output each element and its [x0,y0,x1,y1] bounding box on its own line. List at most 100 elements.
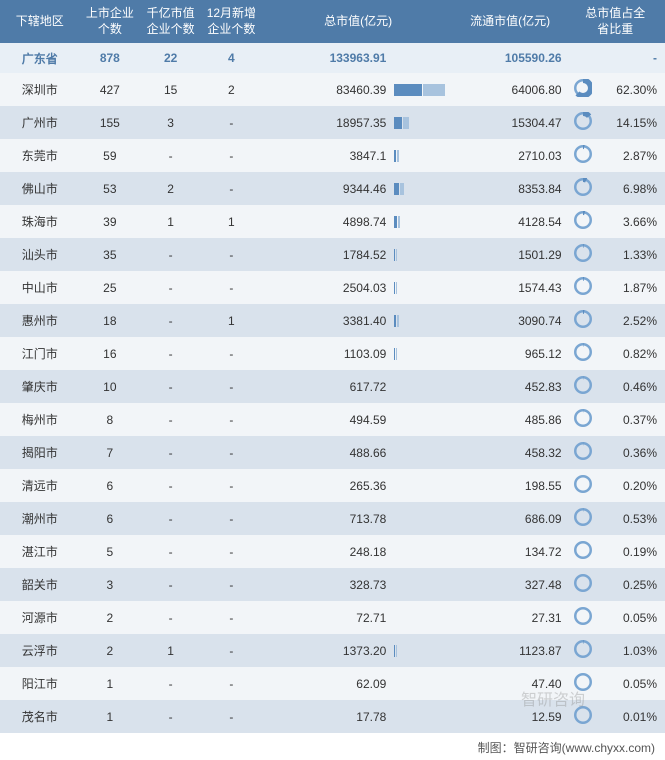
cell-region: 惠州市 [0,304,79,337]
cell-total: 248.18 [262,535,391,568]
donut-icon [574,376,592,394]
cell-pct: 14.15% [601,106,665,139]
summary-row: 广东省 878 22 4 133963.91 105590.26 - [0,43,665,73]
cell-region: 梅州市 [0,403,79,436]
cell-region: 东莞市 [0,139,79,172]
donut-icon [574,475,592,493]
cell-thousand: 1 [140,634,201,667]
cell-listed: 155 [79,106,140,139]
donut-icon [574,640,592,658]
cell-total: 18957.35 [262,106,391,139]
cell-donut [566,238,601,271]
cell-circ: 47.40 [455,667,566,700]
bar-total [394,249,395,261]
cell-donut [566,535,601,568]
bar-total [394,645,395,657]
bar-pair [394,710,450,724]
cell-listed: 8 [79,403,140,436]
summary-circ: 105590.26 [455,43,566,73]
cell-bar [390,337,454,370]
table-row: 云浮市21-1373.201123.871.03% [0,634,665,667]
cell-newadd: 2 [201,73,262,106]
header-newadd: 12月新增企业个数 [201,0,262,43]
bar-pair [394,446,450,460]
cell-total: 488.66 [262,436,391,469]
cell-pct: 1.87% [601,271,665,304]
donut-icon [574,574,592,592]
summary-bar-empty [390,43,454,73]
table-row: 佛山市532-9344.468353.846.98% [0,172,665,205]
cell-newadd: - [201,634,262,667]
cell-donut [566,73,601,106]
cell-newadd: - [201,469,262,502]
bar-total [394,84,422,96]
cell-thousand: 3 [140,106,201,139]
cell-circ: 64006.80 [455,73,566,106]
bar-total [394,150,396,162]
cell-newadd: - [201,370,262,403]
bar-pair [394,413,450,427]
cell-listed: 6 [79,469,140,502]
donut-icon [574,508,592,526]
cell-newadd: - [201,601,262,634]
cell-thousand: 1 [140,205,201,238]
summary-region: 广东省 [0,43,79,73]
cell-donut [566,304,601,337]
cell-donut [566,403,601,436]
cell-circ: 965.12 [455,337,566,370]
cell-pct: 0.37% [601,403,665,436]
table-row: 汕头市35--1784.521501.291.33% [0,238,665,271]
cell-newadd: - [201,139,262,172]
bar-circ [400,183,404,195]
cell-thousand: - [140,271,201,304]
cell-circ: 4128.54 [455,205,566,238]
cell-listed: 10 [79,370,140,403]
donut-icon [574,79,592,97]
table-row: 韶关市3--328.73327.480.25% [0,568,665,601]
cell-listed: 427 [79,73,140,106]
bar-pair [394,611,450,625]
table-row: 揭阳市7--488.66458.320.36% [0,436,665,469]
bar-circ [397,150,399,162]
cell-listed: 39 [79,205,140,238]
cell-listed: 1 [79,667,140,700]
cell-pct: 0.82% [601,337,665,370]
cell-total: 2504.03 [262,271,391,304]
cell-circ: 327.48 [455,568,566,601]
bar-circ [396,282,397,294]
donut-icon [574,607,592,625]
cell-newadd: - [201,535,262,568]
table-row: 惠州市18-13381.403090.742.52% [0,304,665,337]
cell-thousand: 2 [140,172,201,205]
cell-listed: 2 [79,634,140,667]
cell-thousand: - [140,436,201,469]
cell-circ: 458.32 [455,436,566,469]
cell-pct: 0.25% [601,568,665,601]
bar-pair [394,281,450,295]
cell-donut [566,568,601,601]
table-row: 珠海市39114898.744128.543.66% [0,205,665,238]
cell-thousand: - [140,304,201,337]
header-total-mktval: 总市值(亿元) [262,0,455,43]
cell-thousand: - [140,238,201,271]
cell-circ: 2710.03 [455,139,566,172]
cell-bar [390,601,454,634]
cell-total: 265.36 [262,469,391,502]
cell-thousand: - [140,469,201,502]
cell-newadd: 1 [201,304,262,337]
cell-donut [566,139,601,172]
cell-circ: 1123.87 [455,634,566,667]
bar-pair [394,314,450,328]
cell-thousand: - [140,601,201,634]
cell-circ: 485.86 [455,403,566,436]
bar-circ [396,249,397,261]
table-row: 清远市6--265.36198.550.20% [0,469,665,502]
cell-circ: 1574.43 [455,271,566,304]
cell-newadd: - [201,667,262,700]
cell-thousand: - [140,337,201,370]
cell-listed: 3 [79,568,140,601]
cell-newadd: - [201,403,262,436]
bar-pair [394,479,450,493]
cell-donut [566,601,601,634]
bar-circ [397,315,399,327]
